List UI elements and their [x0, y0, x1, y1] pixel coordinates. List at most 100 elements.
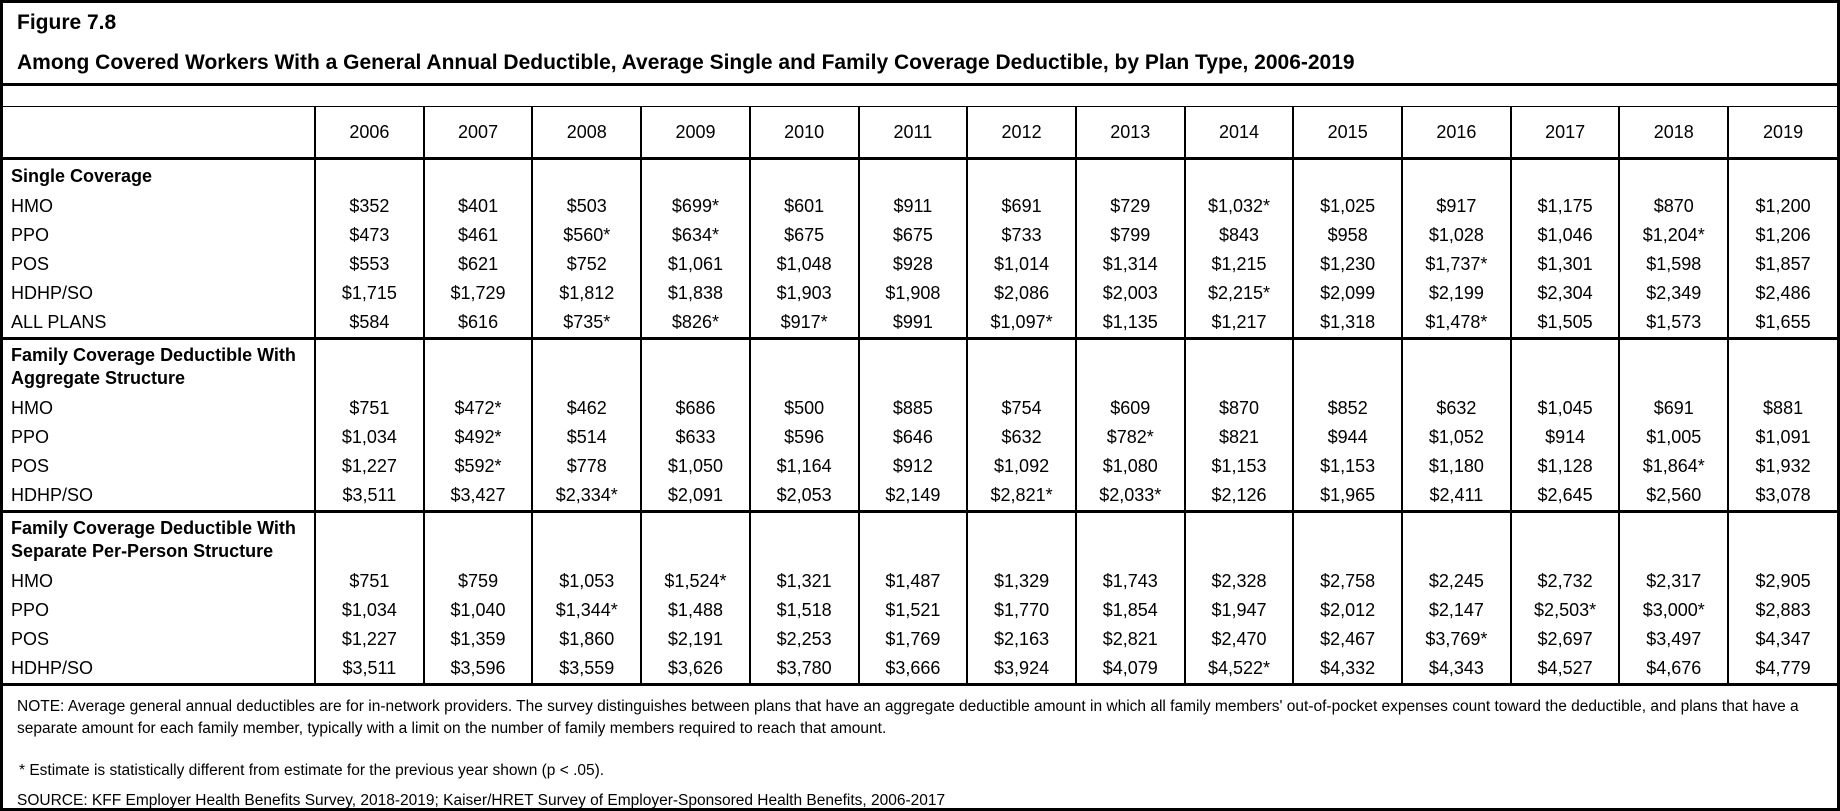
deductible-value-cell: $1,227 [314, 625, 424, 654]
deductible-value-cell: $1,040 [422, 596, 533, 625]
table-row: HMO $751 $759 $1,053 $1,524* $1,321 $1,487 $1,3… [3, 567, 1837, 596]
deductible-value-cell: $2,253 [748, 625, 859, 654]
deductible-value-cell: $601 [748, 192, 859, 221]
note-text: NOTE: Average general annual deductibles… [17, 698, 1799, 737]
deductible-value-cell: $2,905 [1727, 567, 1837, 596]
deductible-value-cell: $852 [1292, 394, 1403, 423]
deductible-value-cell: $553 [314, 250, 424, 279]
deductible-value-cell: $4,347 [1727, 625, 1837, 654]
deductible-value-cell: $1,005 [1618, 423, 1729, 452]
plan-type-label: HMO [11, 571, 53, 591]
empty-cell [314, 157, 424, 192]
year-column-header: 2018 [1618, 106, 1729, 160]
deductible-value-cell: $881 [1727, 394, 1837, 423]
empty-cell [966, 510, 1076, 567]
empty-cell [422, 510, 533, 567]
deductible-value-cell: $1,217 [1183, 308, 1294, 339]
deductible-value-cell: $733 [966, 221, 1076, 250]
deductible-value-cell: $1,097* [966, 308, 1076, 339]
deductible-value-cell: $3,559 [531, 654, 642, 686]
empty-cell [1727, 337, 1837, 394]
deductible-value-cell: $917* [748, 308, 859, 339]
deductible-value-cell: $2,245 [1401, 567, 1511, 596]
deductible-value-cell: $675 [748, 221, 859, 250]
year-header-row: 2006 2007 2008 2009 2010 2011 2012 2013 2014 2015… [3, 106, 1837, 160]
deductible-value-cell: $1,227 [314, 452, 424, 481]
empty-cell [531, 337, 642, 394]
year-column-header: 2014 [1183, 106, 1294, 160]
plan-type-label: HDHP/SO [11, 283, 94, 303]
deductible-value-cell: $1,206 [1727, 221, 1837, 250]
deductible-value-cell: $691 [1618, 394, 1729, 423]
table-row: PPO $1,034 $1,040 $1,344* $1,488 $1,518 $1,521… [3, 596, 1837, 625]
deductible-value-cell: $2,560 [1618, 481, 1729, 512]
deductible-value-cell: $1,838 [640, 279, 750, 308]
deductible-value-cell: $1,200 [1727, 192, 1837, 221]
deductible-value-cell: $560* [531, 221, 642, 250]
year-column-header: 2016 [1401, 106, 1511, 160]
deductible-value-cell: $632 [966, 423, 1076, 452]
deductible-value-cell: $3,769* [1401, 625, 1511, 654]
deductible-value-cell: $1,857 [1727, 250, 1837, 279]
deductible-value-cell: $2,411 [1401, 481, 1511, 512]
plan-type-label: HDHP/SO [11, 485, 94, 505]
deductible-value-cell: $759 [422, 567, 533, 596]
year-column-header: 2012 [966, 106, 1076, 160]
table-row: HDHP/SO $3,511 $3,427 $2,334* $2,091 $2,053 $2… [3, 481, 1837, 512]
deductible-value-cell: $1,034 [314, 423, 424, 452]
deductible-value-cell: $2,163 [966, 625, 1076, 654]
footnote-text: * Estimate is statistically different fr… [19, 762, 605, 779]
year-column-header: 2011 [857, 106, 968, 160]
deductible-value-cell: $3,780 [748, 654, 859, 686]
deductible-value-cell: $1,769 [857, 625, 968, 654]
deductible-value-cell: $1,014 [966, 250, 1076, 279]
deductible-value-cell: $2,147 [1401, 596, 1511, 625]
empty-cell [314, 510, 424, 567]
deductible-value-cell: $821 [1183, 423, 1294, 452]
source-text: SOURCE: KFF Employer Health Benefits Sur… [17, 792, 946, 809]
table-row: HDHP/SO $1,715 $1,729 $1,812 $1,838 $1,903 $1,… [3, 279, 1837, 308]
year-column-header: 2015 [1292, 106, 1403, 160]
table-row: POS $1,227 $1,359 $1,860 $2,191 $2,253 $1,769 $… [3, 625, 1837, 654]
deductible-value-cell: $2,645 [1509, 481, 1620, 512]
table-body: Single Coverage HMO $352 $401 $503 $699* $601 $… [3, 157, 1837, 686]
empty-cell [1183, 157, 1294, 192]
deductible-value-cell: $1,932 [1727, 452, 1837, 481]
deductible-value-cell: $3,497 [1618, 625, 1729, 654]
deductible-value-cell: $928 [857, 250, 968, 279]
deductible-value-cell: $944 [1292, 423, 1403, 452]
deductible-value-cell: $699* [640, 192, 750, 221]
empty-cell [1401, 157, 1511, 192]
deductible-value-cell: $958 [1292, 221, 1403, 250]
deductible-value-cell: $1,028 [1401, 221, 1511, 250]
empty-cell [1292, 157, 1403, 192]
deductible-value-cell: $2,086 [966, 279, 1076, 308]
deductible-value-cell: $3,427 [422, 481, 533, 512]
deductible-value-cell: $2,697 [1509, 625, 1620, 654]
deductible-value-cell: $1,743 [1074, 567, 1185, 596]
deductible-value-cell: $675 [857, 221, 968, 250]
deductible-value-cell: $1,737* [1401, 250, 1511, 279]
empty-cell [857, 157, 968, 192]
table-row: ALL PLANS $584 $616 $735* $826* $917* $991 $1,0… [3, 308, 1837, 339]
deductible-value-cell: $1,812 [531, 279, 642, 308]
deductible-value-cell: $596 [748, 423, 859, 452]
deductible-value-cell: $2,126 [1183, 481, 1294, 512]
deductible-value-cell: $1,175 [1509, 192, 1620, 221]
deductible-value-cell: $4,522* [1183, 654, 1294, 686]
deductible-value-cell: $2,486 [1727, 279, 1837, 308]
deductible-value-cell: $1,478* [1401, 308, 1511, 339]
deductible-value-cell: $1,329 [966, 567, 1076, 596]
deductible-value-cell: $1,903 [748, 279, 859, 308]
year-column-header: 2008 [531, 106, 642, 160]
deductible-value-cell: $735* [531, 308, 642, 339]
deductible-value-cell: $754 [966, 394, 1076, 423]
deductible-value-cell: $1,025 [1292, 192, 1403, 221]
deductible-value-cell: $1,080 [1074, 452, 1185, 481]
deductible-value-cell: $1,091 [1727, 423, 1837, 452]
deductible-value-cell: $729 [1074, 192, 1185, 221]
deductible-value-cell: $691 [966, 192, 1076, 221]
deductible-value-cell: $1,318 [1292, 308, 1403, 339]
plan-type-label: POS [11, 629, 50, 649]
